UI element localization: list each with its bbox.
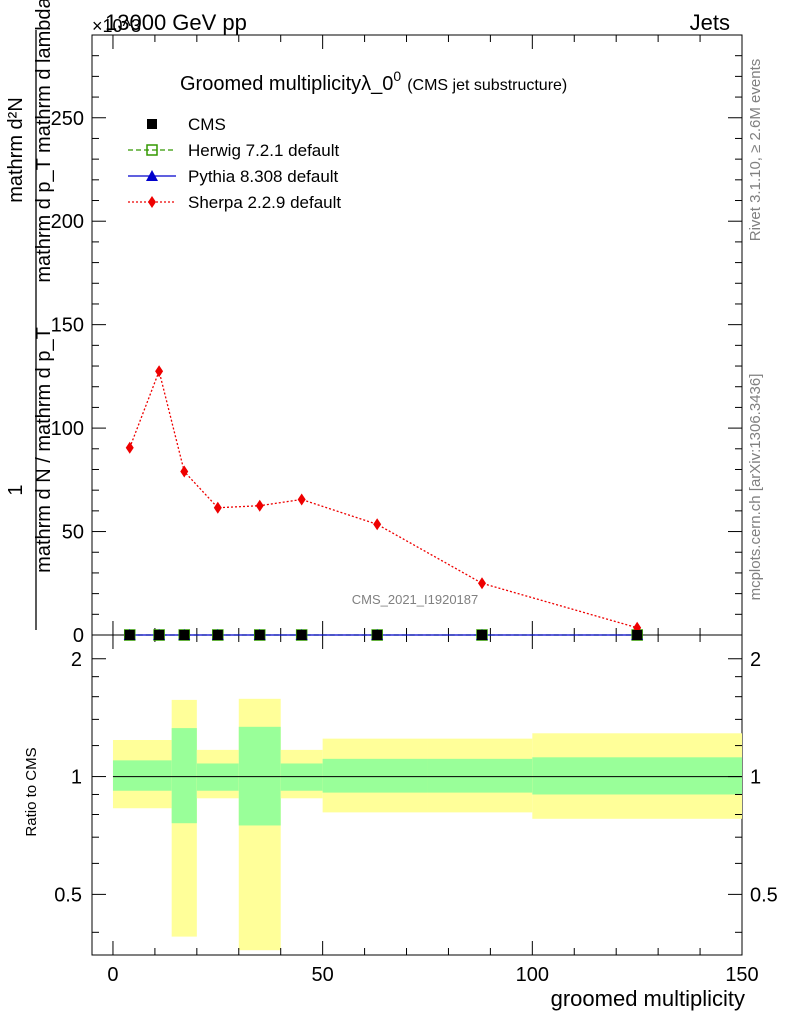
ratio-y-tick-label: 0.5 bbox=[54, 884, 82, 906]
plot-title-sup: 0 bbox=[393, 68, 401, 84]
legend-marker bbox=[147, 119, 157, 129]
x-tick-label: 50 bbox=[312, 964, 334, 986]
ratio-y-tick-label-right: 0.5 bbox=[750, 884, 778, 906]
data-point bbox=[124, 630, 135, 640]
y-tick-label: 250 bbox=[51, 108, 84, 130]
y-exponent-label: ×10^3 bbox=[92, 16, 141, 36]
y-tick-label: 100 bbox=[51, 418, 84, 440]
legend-marker bbox=[146, 170, 158, 181]
y-label-prefix-den: mathrm d N / mathrm d p_T bbox=[33, 327, 55, 573]
data-point bbox=[477, 630, 487, 640]
ratio-band-inner bbox=[427, 758, 533, 793]
data-point bbox=[179, 630, 190, 640]
ratio-axis: 0.5 0.5 1 1 2 2 0 50 100 150 bbox=[54, 635, 778, 986]
energy-label: 13000 GeV pp bbox=[105, 10, 247, 35]
data-point bbox=[254, 630, 265, 640]
ratio-band-inner bbox=[322, 758, 428, 793]
legend-marker bbox=[148, 196, 156, 208]
data-point bbox=[125, 441, 134, 454]
data-point bbox=[478, 577, 486, 590]
legend-label: Sherpa 2.2.9 default bbox=[188, 193, 341, 212]
data-point bbox=[296, 630, 307, 640]
data-point bbox=[212, 630, 223, 640]
ratio-band-inner bbox=[532, 757, 742, 795]
main-y-label: mathrm d²N mathrm d p_T mathrm d lambda … bbox=[5, 0, 55, 630]
ratio-band-inner bbox=[112, 760, 172, 791]
series-line bbox=[129, 369, 638, 629]
legend-label: Pythia 8.308 default bbox=[188, 167, 339, 186]
plot-title-sub: (CMS jet substructure) bbox=[407, 77, 567, 94]
legend-label: CMS bbox=[188, 115, 226, 134]
data-point bbox=[632, 630, 643, 640]
y-label-numerator: mathrm d²N bbox=[5, 97, 27, 203]
plot-title-main: Groomed multiplicityλ_0 bbox=[180, 73, 393, 95]
jets-label: Jets bbox=[690, 10, 730, 35]
ratio-y-tick-label-right: 1 bbox=[750, 767, 761, 789]
y-tick-label: 50 bbox=[62, 522, 84, 544]
x-tick-label: 150 bbox=[725, 964, 758, 986]
y-label-prefix: 1 bbox=[5, 484, 27, 495]
mcplots-label: mcplots.cern.ch [arXiv:1306.3436] bbox=[747, 374, 764, 601]
legend-label: Herwig 7.2.1 default bbox=[188, 141, 339, 160]
x-tick-label: 0 bbox=[107, 964, 118, 986]
data-point bbox=[297, 493, 306, 506]
legend: CMS Herwig 7.2.1 default Pythia 8.308 defa… bbox=[128, 115, 341, 212]
rivet-label: Rivet 3.1.10, ≥ 2.6M events bbox=[747, 59, 764, 242]
data-point bbox=[180, 465, 189, 478]
ratio-y-tick-label: 2 bbox=[71, 649, 82, 671]
x-tick-label: 100 bbox=[516, 964, 549, 986]
data-point bbox=[372, 630, 383, 640]
data-point bbox=[213, 501, 222, 514]
data-point bbox=[255, 499, 264, 512]
ratio-band-inner bbox=[280, 763, 323, 791]
x-axis-label: groomed multiplicity bbox=[551, 986, 745, 1011]
ratio-y-label: Ratio to CMS bbox=[23, 747, 40, 836]
y-tick-label: 200 bbox=[51, 211, 84, 233]
data-point bbox=[373, 518, 382, 531]
ratio-band-inner bbox=[196, 763, 239, 791]
y-tick-label: 150 bbox=[51, 315, 84, 337]
y-label-denominator: mathrm d p_T mathrm d lambda bbox=[33, 0, 55, 283]
series-layer bbox=[123, 365, 644, 641]
plot-title: Groomed multiplicityλ_00 (CMS jet substru… bbox=[180, 68, 567, 95]
ratio-y-tick-label-right: 2 bbox=[750, 649, 761, 671]
main-axis: 0 50 100 150 200 250 bbox=[51, 35, 743, 647]
data-point bbox=[155, 365, 164, 378]
legend-marker bbox=[146, 144, 158, 156]
ratio-band-inner bbox=[171, 728, 197, 824]
analysis-watermark: CMS_2021_I1920187 bbox=[352, 592, 479, 607]
data-point bbox=[154, 630, 165, 640]
y-tick-label: 0 bbox=[73, 625, 84, 647]
ratio-bands bbox=[112, 698, 742, 951]
ratio-y-tick-label: 1 bbox=[71, 767, 82, 789]
